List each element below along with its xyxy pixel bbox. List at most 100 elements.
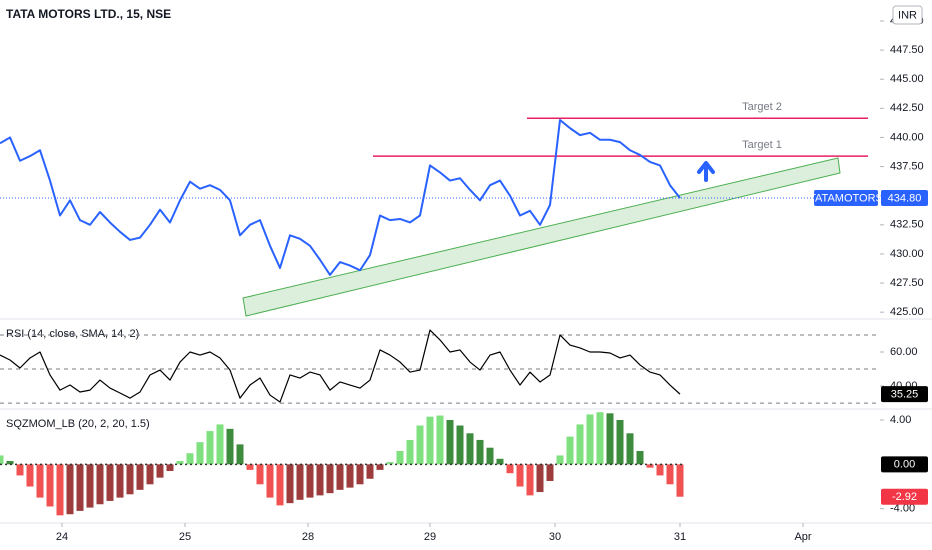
- momentum-bar: [546, 464, 554, 481]
- momentum-bar: [126, 464, 134, 495]
- momentum-bar: [196, 442, 204, 465]
- momentum-bar: [496, 458, 504, 465]
- y-tick-label: 430.00: [890, 248, 924, 260]
- momentum-bar: [16, 464, 24, 476]
- momentum-bar: [556, 455, 564, 465]
- signal-value: 0.00: [894, 459, 915, 471]
- momentum-bar: [216, 424, 224, 465]
- momentum-bar: [596, 412, 604, 465]
- x-tick-label: 28: [302, 531, 314, 543]
- series-name-box: [814, 190, 878, 207]
- currency-box[interactable]: [892, 5, 923, 25]
- momentum-bar: [646, 464, 654, 468]
- panel-title: SQZMOM_LB (20, 2, 20, 1.5): [6, 418, 150, 430]
- momentum-bar: [256, 464, 264, 485]
- target-label: Target 1: [742, 139, 782, 151]
- up-arrow: [697, 161, 715, 182]
- x-tick-label: 31: [674, 531, 686, 543]
- momentum-bar: [56, 464, 64, 516]
- momentum-bar: [66, 464, 74, 515]
- momentum-bar: [306, 464, 314, 498]
- price-line: [0, 329, 681, 403]
- y-tick-label: 60.00: [890, 346, 918, 358]
- momentum-bar: [6, 461, 14, 465]
- panel-title: RSI (14, close, SMA, 14, 2): [6, 328, 139, 340]
- momentum-bar: [576, 424, 584, 465]
- x-tick-label: Apr: [794, 531, 811, 543]
- momentum-bar: [236, 444, 244, 465]
- currency[interactable]: INR: [898, 9, 917, 21]
- momentum-bar: [356, 464, 364, 485]
- momentum-bar: [136, 464, 144, 490]
- x-tick-label: 24: [56, 531, 68, 543]
- momentum-bar: [666, 464, 674, 485]
- momentum-bar: [466, 433, 474, 465]
- y-tick-label: -4.00: [890, 503, 915, 515]
- momentum-bar: [436, 415, 444, 465]
- last-value: 434.80: [888, 192, 922, 204]
- momentum-bar: [416, 425, 424, 465]
- momentum-bar: [606, 413, 614, 465]
- momentum-bar: [76, 464, 84, 511]
- momentum-bar: [476, 439, 484, 465]
- momentum-bar: [246, 464, 254, 470]
- last-value-box: [881, 190, 928, 207]
- momentum-bar: [566, 436, 574, 465]
- momentum-bar: [486, 447, 494, 465]
- y-tick-label: 427.50: [890, 277, 924, 289]
- momentum-bar: [156, 464, 164, 478]
- trend-channel: [242, 157, 841, 317]
- momentum-bar: [396, 451, 404, 465]
- y-tick-label: 447.50: [890, 44, 924, 56]
- momentum-bar: [116, 464, 124, 498]
- momentum-bar: [516, 464, 524, 487]
- momentum-bar: [636, 451, 644, 465]
- momentum-bar: [276, 464, 284, 506]
- momentum-bar: [346, 464, 354, 488]
- target-label: Target 2: [742, 101, 782, 113]
- momentum-bar: [96, 464, 104, 505]
- momentum-bar: [386, 462, 394, 465]
- momentum-bar: [146, 464, 154, 485]
- momentum-bar: [326, 464, 334, 494]
- momentum-bar: [0, 455, 4, 465]
- momentum-bar: [286, 464, 294, 504]
- momentum-bar: [36, 464, 44, 498]
- y-tick-label: 440.00: [890, 131, 924, 143]
- price-line: [0, 118, 681, 276]
- y-tick-label: 442.50: [890, 102, 924, 114]
- y-tick-label: 4.00: [890, 414, 911, 426]
- signal-value-box: [881, 456, 928, 473]
- momentum-bar: [376, 464, 384, 470]
- momentum-bar: [316, 464, 324, 496]
- momentum-bar: [176, 461, 184, 465]
- momentum-bar: [206, 431, 214, 465]
- momentum-bar: [226, 428, 234, 465]
- momentum-bar: [586, 414, 594, 465]
- momentum-bar: [616, 419, 624, 465]
- momentum-bar: [456, 425, 464, 465]
- last-value: -2.92: [892, 491, 917, 503]
- y-tick-label: 432.50: [890, 219, 924, 231]
- momentum-bar: [106, 464, 114, 501]
- series-name: TATAMOTORS: [809, 192, 883, 204]
- y-tick-label: 445.00: [890, 73, 924, 85]
- last-value-box: [881, 488, 928, 505]
- momentum-bar: [166, 464, 174, 471]
- y-tick-label: 425.00: [890, 306, 924, 318]
- last-value: 35.25: [891, 389, 919, 401]
- momentum-bar: [46, 464, 54, 507]
- momentum-bar: [26, 464, 34, 487]
- momentum-bar: [676, 464, 684, 497]
- chart-title: TATA MOTORS LTD., 15, NSE: [6, 7, 171, 21]
- momentum-bar: [506, 464, 514, 474]
- momentum-bar: [656, 464, 664, 476]
- momentum-bar: [266, 464, 274, 498]
- momentum-bar: [626, 433, 634, 465]
- momentum-bar: [446, 419, 454, 465]
- momentum-bar: [406, 439, 414, 465]
- x-tick-label: 29: [424, 531, 436, 543]
- momentum-bar: [536, 464, 544, 493]
